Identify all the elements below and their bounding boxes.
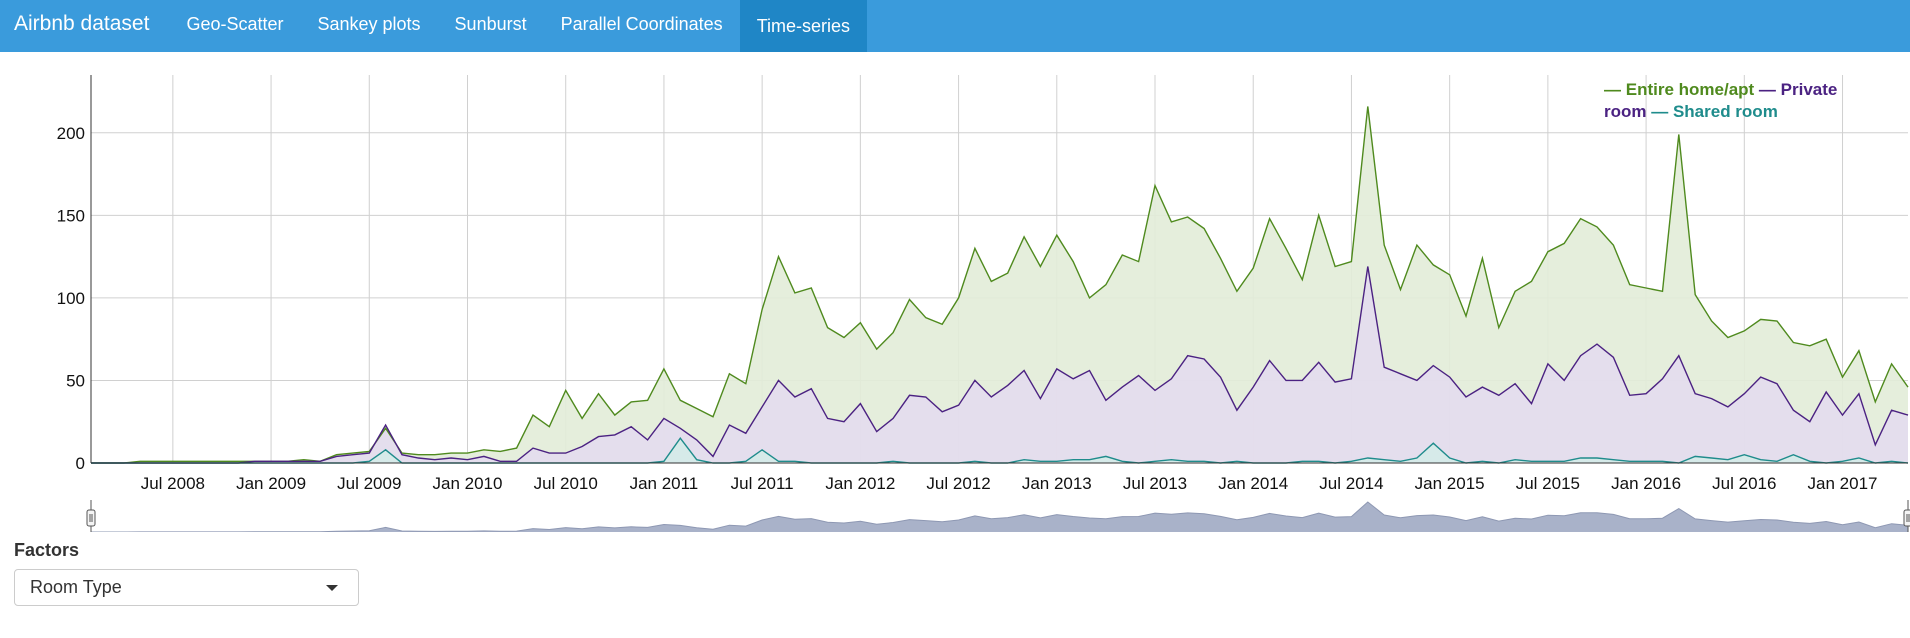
x-tick-label: Jan 2012	[825, 474, 895, 493]
tab-sunburst[interactable]: Sunburst	[454, 13, 527, 34]
legend[interactable]: — Entire home/apt — Private room — Share…	[1604, 80, 1837, 121]
series-area-2	[91, 438, 1908, 463]
tab-time-series[interactable]: Time-series	[739, 0, 868, 52]
x-tick-label: Jan 2016	[1611, 474, 1681, 493]
factors-select-value: Room Type	[30, 577, 122, 597]
legend-swatch-shared-room: —	[1647, 102, 1673, 121]
legend-entry-shared-room[interactable]: room — Shared room	[1604, 102, 1778, 121]
x-tick-label: Jul 2014	[1319, 474, 1383, 493]
x-tick-label: Jan 2014	[1218, 474, 1288, 493]
y-tick-label: 150	[57, 206, 85, 225]
y-tick-label: 200	[57, 124, 85, 143]
tab-geo-scatter[interactable]: Geo-Scatter	[186, 13, 284, 34]
x-tick-label: Jul 2013	[1123, 474, 1187, 493]
legend-label-shared-room: Shared room	[1673, 102, 1778, 121]
x-tick-label: Jul 2015	[1516, 474, 1580, 493]
series-area-0	[91, 106, 1908, 464]
time-series-chart: Jul 2008 Jan 2009 Jul 2009 Jan 2010 Jul 2010…	[57, 75, 1910, 532]
x-tick-label: Jan 2009	[236, 474, 306, 493]
x-tick-label: Jan 2010	[433, 474, 503, 493]
navbar: Airbnb dataset Geo-Scatter Sankey plots …	[0, 0, 1910, 52]
legend-label-private-room: Private	[1781, 80, 1838, 99]
x-tick-label: Jan 2011	[630, 474, 699, 493]
factors-select[interactable]: Room Type	[14, 569, 359, 606]
series-area-1	[91, 266, 1908, 463]
range-navigator[interactable]	[86, 500, 1910, 532]
tab-sankey-plots[interactable]: Sankey plots	[317, 13, 421, 34]
factors-label: Factors	[14, 540, 80, 560]
y-tick-label: 50	[66, 371, 85, 390]
chevron-down-icon	[326, 584, 338, 591]
x-tick-label: Jul 2010	[534, 474, 598, 493]
x-tick-label: Jul 2011	[731, 474, 794, 493]
navigator-area	[90, 501, 1909, 532]
series-line-1	[91, 266, 1909, 464]
navigator-left-handle[interactable]	[86, 509, 96, 527]
y-tick-label: 0	[76, 454, 85, 473]
x-tick-label: Jul 2008	[141, 474, 205, 493]
x-tick-label: Jan 2017	[1808, 474, 1878, 493]
legend-entry-entire-home[interactable]: — Entire home/apt — Private	[1604, 80, 1837, 99]
legend-swatch-entire-home: —	[1604, 80, 1626, 99]
y-tick-label: 100	[57, 289, 85, 308]
tab-parallel-coordinates[interactable]: Parallel Coordinates	[560, 13, 723, 34]
x-tick-label: Jan 2015	[1415, 474, 1485, 493]
legend-label-entire-home: Entire home/apt	[1626, 80, 1755, 99]
x-tick-label: Jul 2009	[337, 474, 401, 493]
x-tick-label: Jan 2013	[1022, 474, 1092, 493]
x-tick-label: Jul 2016	[1712, 474, 1776, 493]
brand-title[interactable]: Airbnb dataset	[14, 12, 150, 35]
legend-label-private-room-cont: room	[1604, 102, 1647, 121]
legend-swatch-private-room: —	[1754, 80, 1780, 99]
axes: Jul 2008 Jan 2009 Jul 2009 Jan 2010 Jul 2010…	[57, 75, 1908, 493]
x-tick-label: Jul 2012	[926, 474, 990, 493]
series-areas	[91, 106, 1908, 464]
